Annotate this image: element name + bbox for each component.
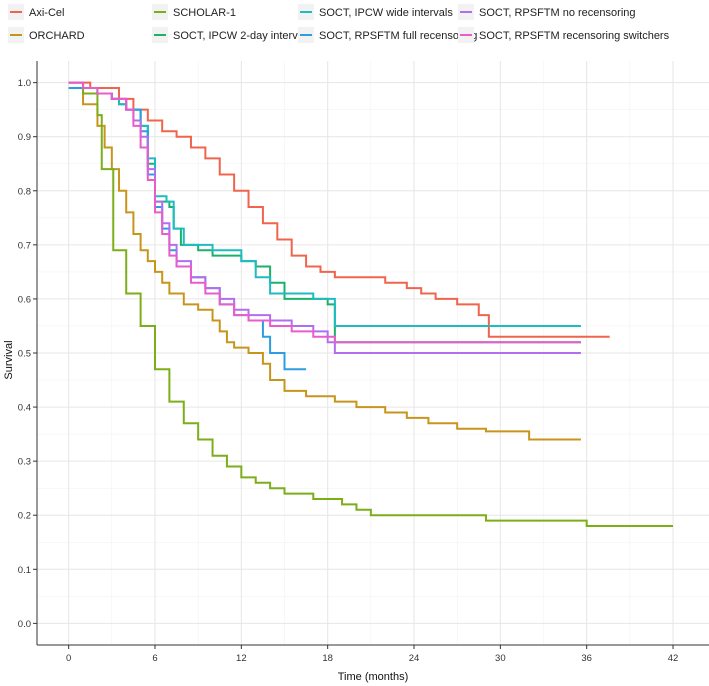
x-tick-label: 0	[66, 653, 71, 664]
legend-label-2: ORCHARD	[29, 30, 85, 42]
y-tick-label: 0.3	[18, 457, 31, 468]
legend-label-3: SCHOLAR-1	[173, 7, 236, 19]
legend: Axi-Cel ORCHARD SCHOLAR-1 SOCT, IPCW 2-day …	[8, 4, 670, 43]
legend-label-6: SOCT, RPSFTM full recensoring	[319, 30, 477, 42]
legend-label-5: SOCT, IPCW wide intervals	[319, 7, 453, 19]
legend-label-1: Axi-Cel	[29, 7, 64, 19]
x-tick-label: 6	[152, 653, 157, 664]
legend-label-7: SOCT, RPSFTM no recensoring	[479, 7, 636, 19]
y-tick-label: 0.1	[18, 565, 31, 576]
y-tick-label: 0.2	[18, 511, 31, 522]
y-tick-label: 0.9	[18, 132, 31, 143]
y-tick-label: 0.4	[18, 403, 31, 414]
series-line-8	[68, 81, 581, 344]
x-tick-label: 18	[322, 653, 333, 664]
legend-label-4: SOCT, IPCW 2-day intervals	[173, 30, 312, 42]
y-tick-label: 0.6	[18, 294, 31, 305]
y-tick-label: 0.7	[18, 240, 31, 251]
y-tick-label: 0.5	[18, 349, 31, 360]
y-tick-label: 0.0	[18, 619, 31, 630]
series-line-2	[68, 81, 581, 441]
x-tick-label: 36	[581, 653, 592, 664]
y-tick-label: 0.8	[18, 186, 31, 197]
series-line-1	[68, 81, 610, 338]
legend-label-8: SOCT, RPSFTM recensoring switchers	[479, 30, 670, 42]
series-line-5	[68, 87, 581, 327]
y-tick-label: 1.0	[18, 78, 31, 89]
x-tick-label: 30	[495, 653, 506, 664]
series-lines	[68, 81, 674, 528]
x-tick-label: 42	[668, 653, 679, 664]
x-tick-label: 24	[409, 653, 420, 664]
x-tick-label: 12	[236, 653, 247, 664]
series-line-3	[68, 81, 674, 528]
axes: 0 6 12 18 24 30 36 42 0.0 0.1 0.2 0.3 0.4 0.5 0.6 0.7 0.…	[18, 61, 709, 664]
y-axis-title: Survival	[3, 340, 15, 379]
x-axis-title: Time (months)	[338, 671, 409, 683]
